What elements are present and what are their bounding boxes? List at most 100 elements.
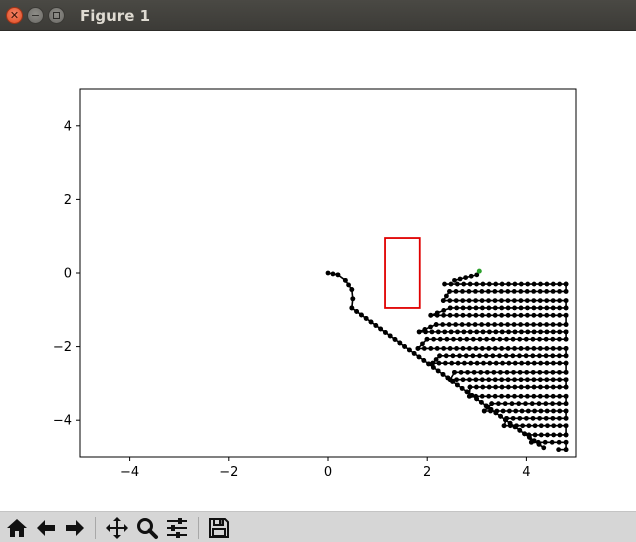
path-point: [550, 298, 556, 303]
maximize-icon: [53, 12, 60, 19]
path-point: [550, 346, 556, 351]
path-point: [519, 360, 525, 366]
path-point: [489, 401, 495, 407]
path-point: [550, 369, 556, 375]
path-point: [493, 360, 499, 366]
minimize-button[interactable]: −: [27, 7, 44, 24]
path-point: [479, 346, 485, 351]
path-point: [486, 312, 492, 318]
path-point: [463, 275, 469, 280]
path-point: [545, 423, 550, 429]
path-point: [415, 346, 421, 351]
pan-button[interactable]: [104, 515, 130, 541]
path-point: [531, 384, 537, 390]
obstacle-rectangle: [384, 237, 421, 309]
path-point: [556, 447, 562, 453]
path-point: [325, 270, 331, 276]
path-point: [511, 298, 517, 303]
path-point: [504, 336, 509, 342]
path-point: [387, 333, 393, 339]
path-point: [492, 377, 498, 383]
path-point: [538, 408, 544, 414]
path-point: [479, 377, 485, 383]
path-point: [492, 322, 498, 327]
path-point: [543, 415, 549, 421]
path-point: [462, 360, 467, 366]
path-point: [563, 322, 569, 327]
path-point: [452, 277, 457, 283]
zoom-button[interactable]: [134, 515, 160, 541]
path-point: [416, 354, 422, 360]
path-point: [460, 305, 466, 311]
path-point: [513, 408, 519, 414]
path-point: [563, 432, 569, 438]
path-point: [492, 298, 498, 303]
path-point: [460, 289, 465, 294]
path-point: [556, 401, 562, 407]
path-point: [517, 353, 522, 359]
maximize-button[interactable]: [48, 7, 65, 24]
save-button[interactable]: [206, 515, 232, 541]
path-point: [525, 377, 530, 383]
path-point: [477, 336, 483, 342]
path-point: [556, 439, 562, 445]
path-point: [461, 281, 467, 287]
axis-ticks: −4 −2 0 2 4 −4 −2 0 2 4: [53, 119, 531, 480]
path-point: [473, 289, 478, 294]
path-point: [544, 346, 550, 351]
path-point: [382, 330, 388, 335]
path-point: [441, 308, 447, 313]
home-button[interactable]: [4, 515, 30, 541]
x-tick-label: 2: [423, 465, 431, 480]
path-point: [454, 377, 459, 383]
path-point: [525, 312, 530, 318]
path-point: [537, 305, 543, 311]
path-point: [525, 281, 531, 287]
path-point: [447, 346, 453, 351]
minimize-icon: −: [30, 9, 41, 22]
path-point: [468, 273, 474, 279]
path-point: [485, 289, 491, 294]
path-point: [550, 415, 556, 421]
arrow-right-icon: [66, 520, 84, 536]
close-button[interactable]: ✕: [6, 7, 23, 24]
back-button[interactable]: [33, 515, 59, 541]
path-point: [563, 312, 569, 318]
toolbar-separator: [95, 517, 96, 539]
path-point: [460, 312, 466, 318]
path-point: [500, 360, 505, 366]
path-point: [421, 346, 427, 351]
path-point: [496, 401, 501, 407]
path-point: [516, 401, 522, 407]
path-point: [498, 322, 504, 327]
path-point: [549, 439, 555, 445]
path-point: [557, 305, 563, 311]
path-point: [480, 281, 486, 287]
path-point: [474, 281, 479, 287]
path-point: [434, 310, 440, 316]
path-point: [460, 346, 466, 351]
path-point: [454, 382, 460, 388]
path-point: [454, 281, 460, 287]
figure-canvas[interactable]: −4 −2 0 2 4 −4 −2 0 2 4: [0, 31, 636, 511]
path-point: [434, 346, 440, 351]
path-point: [494, 408, 500, 414]
path-point: [467, 346, 472, 351]
path-point: [518, 322, 524, 327]
path-point: [453, 322, 459, 327]
path-point: [525, 408, 531, 414]
path-point: [511, 289, 517, 294]
path-point: [525, 384, 531, 390]
forward-button[interactable]: [62, 515, 88, 541]
path-point: [505, 289, 511, 294]
path-point: [478, 399, 484, 405]
path-point: [563, 298, 569, 303]
x-tick-label: 4: [522, 465, 530, 480]
path-point: [359, 312, 364, 318]
path-point: [506, 281, 511, 287]
path-point: [470, 353, 476, 359]
path-point: [455, 360, 461, 366]
configure-subplots-button[interactable]: [164, 515, 190, 541]
path-point: [557, 312, 563, 318]
plot-area[interactable]: −4 −2 0 2 4 −4 −2 0 2 4: [0, 31, 636, 511]
